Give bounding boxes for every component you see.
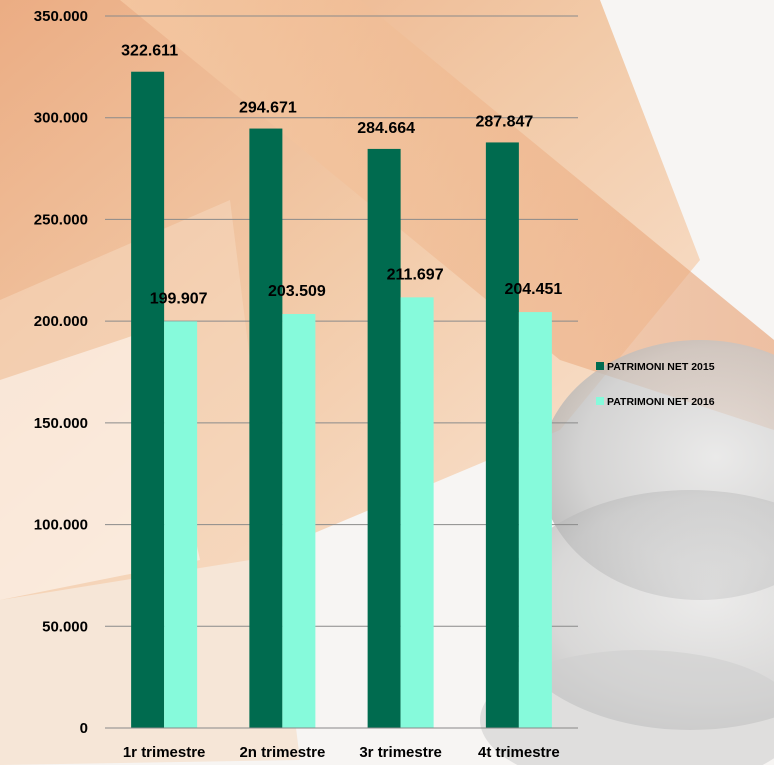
bar-2015 (367, 148, 401, 728)
data-label: 284.664 (357, 120, 415, 137)
bar-2016 (282, 314, 316, 728)
x-tick-label: 4t trimestre (478, 744, 560, 761)
x-axis-category-labels: 1r trimestre 2n trimestre 3r trimestre 4t t… (123, 744, 560, 761)
legend-swatch (596, 362, 604, 370)
y-tick-label: 350.000 (34, 8, 88, 25)
legend-label: PATRIMONI NET 2015 (607, 361, 715, 373)
y-tick-label: 250.000 (34, 211, 88, 228)
bar-2016 (400, 297, 434, 728)
y-tick-label: 50.000 (42, 618, 88, 635)
y-axis-tick-labels: 0 50.000 100.000 150.000 200.000 250.000 300.0… (34, 8, 88, 737)
data-label: 287.847 (475, 113, 533, 130)
bar-2015 (249, 128, 283, 728)
data-label: 211.697 (387, 266, 444, 283)
x-tick-label: 2n trimestre (239, 744, 325, 761)
bars (131, 71, 552, 729)
data-label: 199.907 (150, 290, 208, 307)
legend: PATRIMONI NET 2015 PATRIMONI NET 2016 (596, 361, 715, 408)
y-tick-label: 0 (80, 720, 88, 737)
y-tick-label: 200.000 (34, 313, 88, 330)
x-tick-label: 1r trimestre (123, 744, 206, 761)
x-tick-label: 3r trimestre (359, 744, 442, 761)
bar-2016 (518, 312, 552, 728)
data-label: 203.509 (268, 283, 326, 300)
y-tick-label: 300.000 (34, 110, 88, 127)
data-label: 204.451 (504, 281, 562, 298)
legend-swatch (596, 397, 604, 405)
legend-label: PATRIMONI NET 2016 (607, 396, 715, 408)
bar-2016 (164, 321, 198, 728)
bar-2015 (485, 142, 519, 729)
bar-2015 (131, 71, 165, 729)
data-label: 322.611 (121, 43, 178, 60)
y-tick-label: 100.000 (34, 517, 88, 534)
data-labels: 322.611 199.907 294.671 203.509 284.664 211.6… (121, 43, 562, 308)
data-label: 294.671 (239, 100, 297, 117)
y-tick-label: 150.000 (34, 415, 88, 432)
